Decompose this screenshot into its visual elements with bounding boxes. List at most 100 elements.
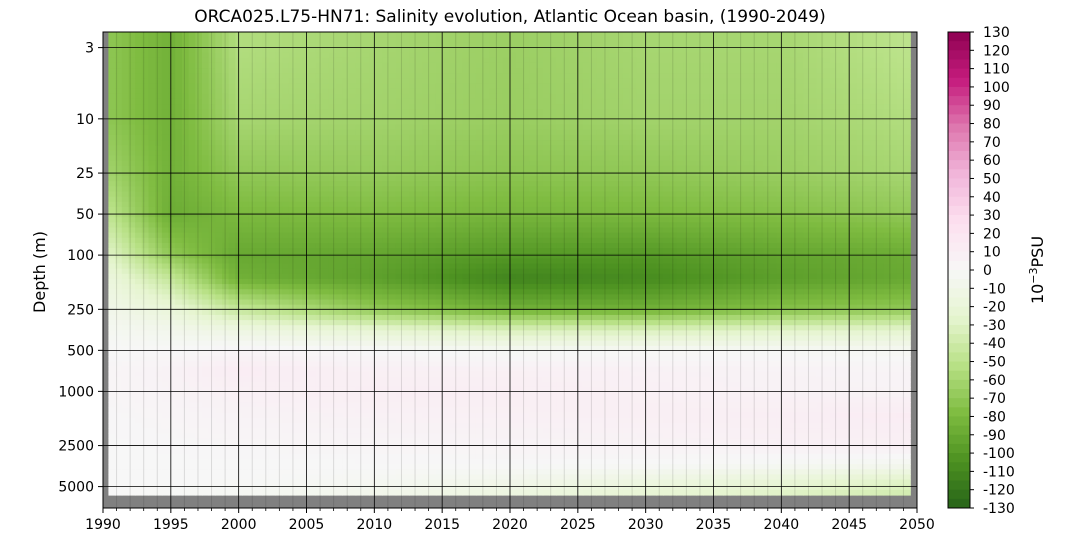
heatmap-cell xyxy=(135,392,143,398)
heatmap-cell xyxy=(315,181,323,187)
heatmap-cell xyxy=(135,73,143,79)
heatmap-cell xyxy=(262,62,270,69)
heatmap-cell xyxy=(242,371,250,378)
heatmap-cell xyxy=(115,201,123,208)
heatmap-cell xyxy=(295,361,303,367)
heatmap-cell xyxy=(409,345,417,352)
heatmap-cell xyxy=(262,242,270,249)
heatmap-cell xyxy=(128,325,136,331)
heatmap-cell xyxy=(315,222,323,229)
heatmap-cell xyxy=(115,397,123,403)
heatmap-cell xyxy=(395,222,404,229)
heatmap-cell xyxy=(348,165,357,172)
heatmap-cell xyxy=(308,428,317,434)
heatmap-cell xyxy=(215,170,223,177)
heatmap-cell xyxy=(462,402,470,409)
heatmap-cell xyxy=(275,237,283,244)
heatmap-cell xyxy=(188,196,196,203)
heatmap-cell xyxy=(315,392,323,398)
heatmap-cell xyxy=(228,350,236,357)
heatmap-cell xyxy=(415,253,424,259)
heatmap-cell xyxy=(262,181,270,187)
heatmap-cell xyxy=(108,201,116,208)
heatmap-cell xyxy=(201,417,210,424)
heatmap-cell xyxy=(369,402,377,409)
heatmap-cell xyxy=(402,52,410,59)
heatmap-cell xyxy=(395,263,404,270)
heatmap-cell xyxy=(295,438,303,445)
heatmap-cell xyxy=(282,129,290,136)
heatmap-cell xyxy=(455,474,464,481)
heatmap-cell xyxy=(288,73,297,79)
heatmap-cell xyxy=(435,93,444,100)
heatmap-cell xyxy=(222,47,230,54)
heatmap-cell xyxy=(215,448,223,455)
heatmap-cell xyxy=(108,109,116,115)
heatmap-cell xyxy=(449,356,457,362)
heatmap-cell xyxy=(322,407,330,414)
heatmap-cell xyxy=(302,88,310,95)
heatmap-cell xyxy=(155,47,163,54)
heatmap-cell xyxy=(315,201,323,208)
heatmap-cell xyxy=(175,479,183,486)
heatmap-cell xyxy=(422,57,430,64)
heatmap-cell xyxy=(208,361,216,367)
heatmap-cell xyxy=(155,392,163,398)
heatmap-cell xyxy=(121,294,130,301)
heatmap-cell xyxy=(262,47,270,54)
heatmap-cell xyxy=(415,68,424,74)
heatmap-cell xyxy=(262,376,270,383)
heatmap-cell xyxy=(248,335,257,342)
heatmap-cell xyxy=(115,479,123,486)
heatmap-cell xyxy=(115,258,123,265)
heatmap-cell xyxy=(328,181,337,187)
heatmap-cell xyxy=(121,170,130,177)
heatmap-cell xyxy=(208,314,216,321)
heatmap-cell xyxy=(449,129,457,136)
heatmap-cell xyxy=(402,263,410,270)
heatmap-cell xyxy=(161,402,170,409)
heatmap-cell xyxy=(422,284,430,290)
heatmap-cell xyxy=(155,222,163,229)
heatmap-cell xyxy=(322,227,330,234)
heatmap-cell xyxy=(141,217,150,223)
heatmap-cell xyxy=(369,422,377,429)
heatmap-cell xyxy=(188,299,196,306)
heatmap-cell xyxy=(315,412,323,419)
heatmap-cell xyxy=(322,366,330,373)
heatmap-cell xyxy=(195,345,203,352)
heatmap-cell xyxy=(195,88,203,95)
heatmap-cell xyxy=(275,176,283,182)
heatmap-cell xyxy=(295,412,303,419)
heatmap-cell xyxy=(375,109,383,115)
heatmap-cell xyxy=(135,93,143,100)
heatmap-cell xyxy=(389,258,397,265)
heatmap-cell xyxy=(362,407,370,414)
heatmap-cell xyxy=(302,37,310,43)
heatmap-cell xyxy=(141,32,150,38)
heatmap-cell xyxy=(108,397,116,403)
heatmap-cell xyxy=(115,453,123,460)
heatmap-cell xyxy=(348,42,357,49)
heatmap-cell xyxy=(449,124,457,131)
heatmap-cell xyxy=(108,356,116,362)
heatmap-cell xyxy=(148,350,156,357)
heatmap-cell xyxy=(141,268,150,275)
heatmap-cell xyxy=(282,469,290,476)
heatmap-cell xyxy=(195,350,203,357)
heatmap-cell xyxy=(115,484,123,491)
heatmap-cell xyxy=(442,381,450,388)
heatmap-cell xyxy=(175,222,183,229)
heatmap-cell xyxy=(215,320,223,326)
heatmap-cell xyxy=(208,268,216,275)
heatmap-cell xyxy=(268,397,277,403)
heatmap-cell xyxy=(215,294,223,301)
heatmap-cell xyxy=(375,320,383,326)
heatmap-cell xyxy=(228,191,236,198)
heatmap-cell xyxy=(248,206,257,213)
heatmap-cell xyxy=(322,314,330,321)
heatmap-cell xyxy=(135,325,143,331)
heatmap-cell xyxy=(248,114,257,121)
heatmap-cell xyxy=(168,145,176,151)
heatmap-cell xyxy=(282,258,290,265)
